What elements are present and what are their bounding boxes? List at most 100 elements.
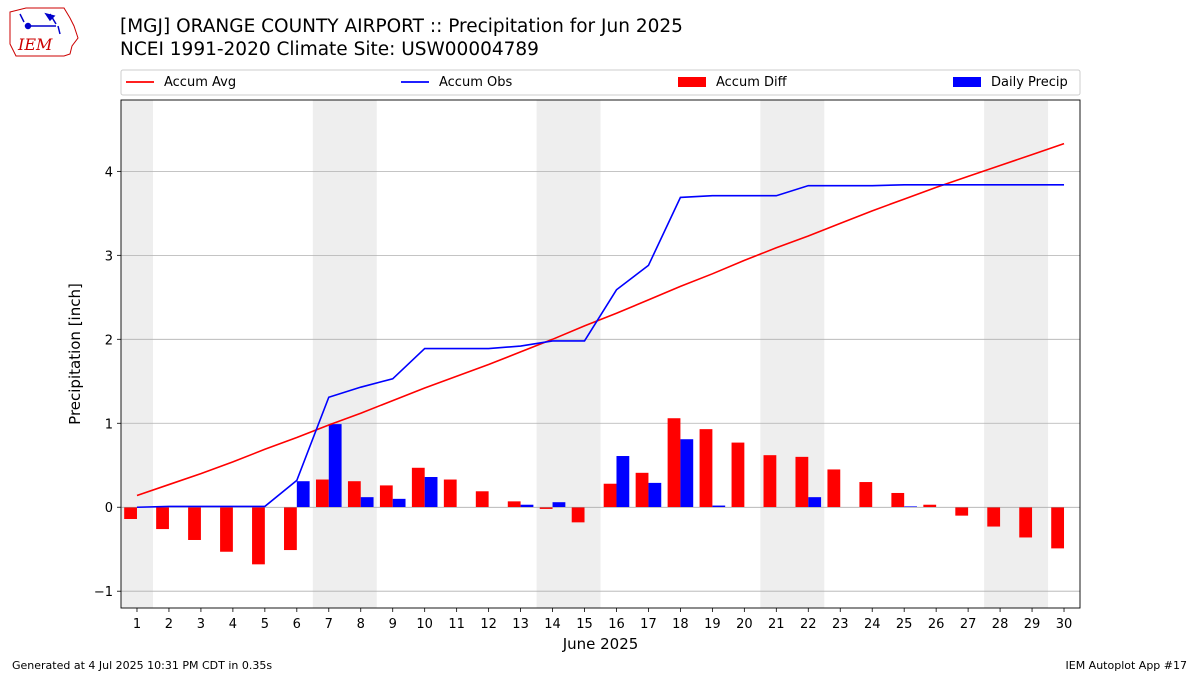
- legend-label: Accum Obs: [439, 75, 512, 90]
- accum-diff-bar: [827, 469, 841, 508]
- legend-label: Accum Avg: [164, 75, 236, 90]
- y-axis-label: Precipitation [inch]: [66, 283, 84, 425]
- accum-diff-bar: [315, 479, 329, 508]
- accum-diff-bar: [795, 456, 809, 508]
- x-tick-label: 8: [357, 617, 365, 632]
- accum-diff-bar: [923, 504, 937, 508]
- accum-diff-bar: [252, 507, 265, 565]
- logo-text: IEM: [17, 35, 53, 54]
- plot-frame: [120, 99, 1081, 609]
- accum-diff-bar: [347, 481, 361, 508]
- weekend-band: [312, 100, 377, 608]
- x-tick-label: 20: [736, 617, 753, 632]
- weekend-band: [536, 100, 601, 608]
- x-tick-label: 26: [928, 617, 945, 632]
- x-tick-label: 25: [896, 617, 913, 632]
- accum-diff-bar: [635, 472, 649, 508]
- accum-diff-bar: [188, 507, 201, 540]
- accum-diff-bar: [731, 442, 745, 508]
- x-tick-label: 12: [480, 617, 497, 632]
- x-tick-label: 1: [133, 617, 141, 632]
- daily-precip-bar: [392, 498, 406, 508]
- x-tick-label: 6: [293, 617, 301, 632]
- daily-precip-bar: [424, 477, 438, 508]
- legend-swatch: [678, 77, 706, 87]
- daily-precip-bar: [520, 504, 534, 508]
- chart-legend: Accum Avg Accum Obs Accum Diff Daily Precip: [120, 69, 1081, 96]
- accum-diff-bar: [411, 467, 425, 508]
- x-tick-label: 16: [608, 617, 625, 632]
- accum-avg-line: [136, 142, 1065, 497]
- y-tick-label: 4: [105, 165, 113, 180]
- daily-precip-bar: [328, 424, 342, 508]
- accum-diff-bar: [763, 455, 777, 508]
- accum-diff-bar: [507, 501, 521, 508]
- daily-precip-bar: [808, 497, 822, 508]
- daily-precip-bar: [648, 482, 662, 508]
- legend-label: Daily Precip: [991, 75, 1068, 90]
- accum-obs-line: [136, 184, 1065, 509]
- weekend-band: [984, 100, 1049, 608]
- accum-diff-bar: [859, 482, 873, 508]
- x-tick-label: 9: [389, 617, 397, 632]
- daily-precip-bar: [552, 502, 566, 508]
- chart-subtitle: NCEI 1991-2020 Climate Site: USW00004789: [120, 39, 539, 60]
- x-tick-label: 3: [197, 617, 205, 632]
- accum-diff-bar: [699, 429, 713, 508]
- x-tick-label: 27: [960, 617, 977, 632]
- weather-station-icon: [19, 12, 61, 35]
- x-tick-label: 4: [229, 617, 237, 632]
- x-tick-label: 28: [992, 617, 1009, 632]
- x-tick-label: 22: [800, 617, 817, 632]
- x-axis-label: June 2025: [562, 635, 639, 653]
- x-tick-label: 13: [512, 617, 529, 632]
- legend-label: Accum Diff: [716, 75, 788, 90]
- accum-diff-bar: [443, 479, 457, 508]
- x-tick-label: 10: [416, 617, 433, 632]
- daily-precip-bar: [712, 505, 726, 508]
- y-tick-label: 2: [105, 333, 113, 348]
- y-tick-label: 0: [105, 501, 113, 516]
- accum-diff-bar: [124, 507, 137, 519]
- accum-diff-bar: [1051, 507, 1065, 549]
- accum-diff-bar: [987, 507, 1001, 527]
- x-tick-label: 23: [832, 617, 849, 632]
- weekend-band: [760, 100, 825, 608]
- y-tick-label: 1: [105, 417, 113, 432]
- x-tick-label: 18: [672, 617, 689, 632]
- daily-precip-bar: [616, 456, 630, 508]
- accum-diff-bar: [955, 507, 969, 516]
- x-tick-label: 29: [1024, 617, 1041, 632]
- daily-precip-bar: [296, 481, 310, 508]
- x-tick-label: 19: [704, 617, 721, 632]
- x-tick-label: 30: [1056, 617, 1073, 632]
- x-tick-label: 7: [325, 617, 333, 632]
- accum-diff-bar: [475, 491, 489, 508]
- x-tick-label: 11: [448, 617, 465, 632]
- accum-diff-bar: [891, 492, 905, 508]
- accum-diff-bar: [220, 507, 233, 552]
- y-tick-label: 3: [105, 249, 113, 264]
- weekend-band: [121, 100, 153, 608]
- daily-precip-bar: [360, 497, 374, 508]
- app-credit: IEM Autoplot App #17: [1065, 659, 1188, 672]
- x-tick-label: 24: [864, 617, 881, 632]
- iem-logo: IEM: [9, 7, 79, 57]
- accum-diff-bar: [156, 507, 169, 530]
- y-tick-label: −1: [94, 585, 113, 600]
- x-tick-label: 5: [261, 617, 269, 632]
- accum-diff-bar: [379, 485, 393, 508]
- chart-title: [MGJ] ORANGE COUNTY AIRPORT :: Precipita…: [120, 16, 683, 37]
- legend-box: [120, 69, 1081, 96]
- accum-diff-bar: [571, 507, 585, 523]
- x-tick-label: 15: [576, 617, 593, 632]
- x-tick-label: 17: [640, 617, 657, 632]
- accum-diff-bar: [603, 483, 617, 508]
- x-tick-label: 14: [544, 617, 561, 632]
- accum-diff-bar: [1019, 507, 1033, 538]
- accum-diff-bar: [284, 507, 297, 551]
- daily-precip-bar: [904, 506, 917, 508]
- accum-diff-bar: [539, 507, 553, 509]
- generated-timestamp: Generated at 4 Jul 2025 10:31 PM CDT in …: [12, 659, 273, 672]
